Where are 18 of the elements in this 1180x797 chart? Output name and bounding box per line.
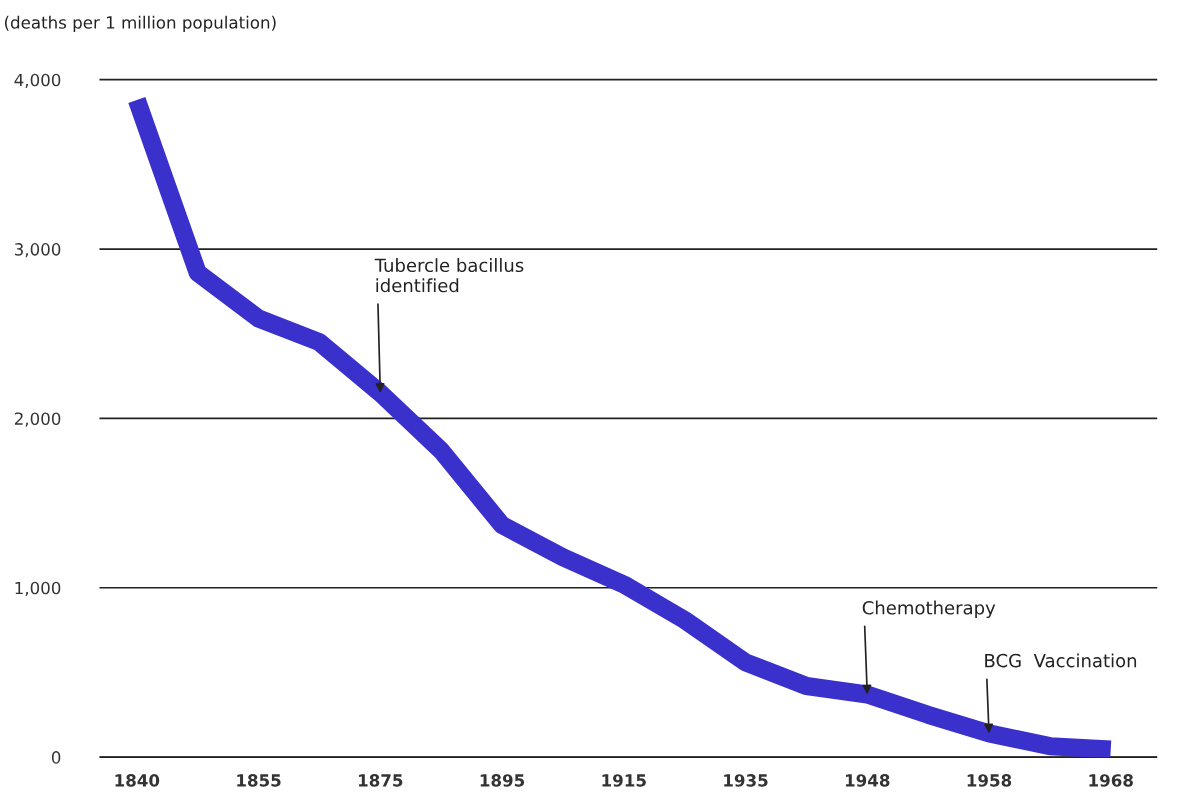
x-tick-label: 1935: [724, 774, 768, 787]
y-tick-label: 1,000: [15, 581, 61, 597]
y-axis-title: (deaths per 1 million population): [4, 15, 276, 32]
annotation: Tubercle bacillus identified: [374, 258, 524, 293]
x-tick-label: 1948: [845, 774, 890, 787]
x-tick-label: 1895: [480, 774, 525, 787]
x-tick-label: 1840: [115, 774, 160, 787]
annotation: Chemotherapy: [862, 600, 996, 619]
x-tick-label: 1875: [358, 774, 403, 787]
y-tick-label: 3,000: [14, 243, 61, 258]
y-tick-label: 0: [51, 751, 61, 764]
x-tick-label: 1968: [1089, 774, 1133, 787]
y-tick-label: 4,000: [14, 73, 61, 88]
x-tick-label: 1855: [237, 774, 281, 787]
annotation: BCG Vaccination: [985, 653, 1137, 668]
y-tick-label: 2,000: [14, 412, 61, 427]
x-tick-label: 1915: [602, 774, 646, 787]
x-tick-label: 1958: [967, 774, 1012, 787]
